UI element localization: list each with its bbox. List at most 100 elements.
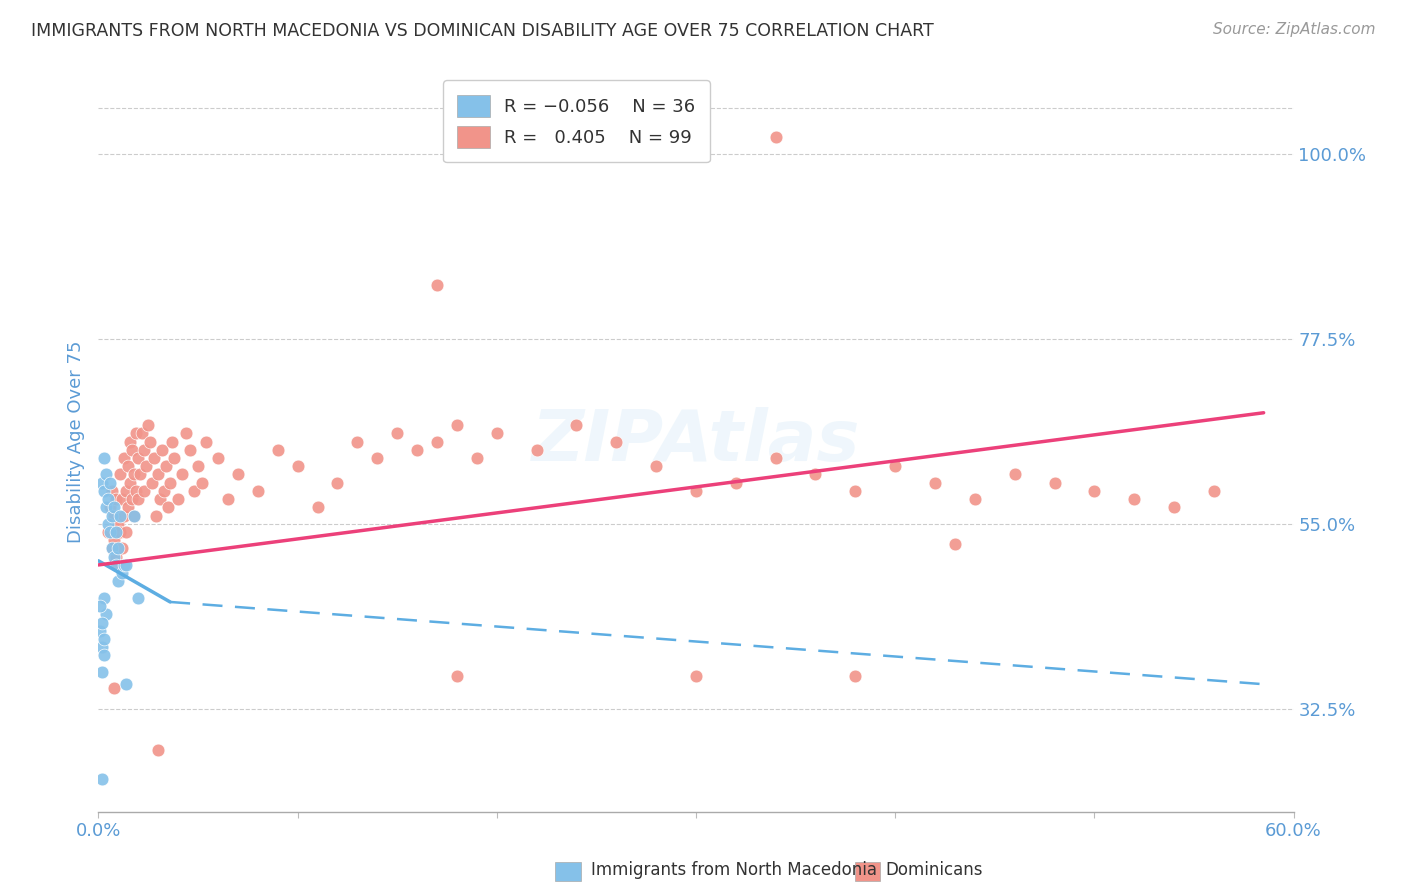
Point bbox=[101, 541, 124, 556]
Point bbox=[159, 475, 181, 490]
Point bbox=[107, 574, 129, 589]
Point bbox=[107, 558, 129, 572]
Point bbox=[139, 434, 162, 449]
Point bbox=[91, 772, 114, 786]
Point bbox=[924, 475, 946, 490]
Point bbox=[1043, 475, 1066, 490]
Point bbox=[105, 558, 128, 572]
Point bbox=[98, 500, 122, 515]
Point bbox=[1202, 483, 1225, 498]
Point bbox=[385, 426, 409, 441]
Point bbox=[125, 483, 148, 498]
Point bbox=[112, 558, 135, 572]
Point bbox=[174, 426, 197, 441]
Point bbox=[526, 442, 548, 457]
Point bbox=[346, 434, 368, 449]
Point bbox=[98, 524, 122, 539]
Point bbox=[105, 492, 128, 507]
Point bbox=[93, 648, 115, 663]
Point bbox=[103, 681, 125, 696]
Point bbox=[446, 418, 468, 433]
Point bbox=[157, 500, 180, 515]
Point bbox=[148, 743, 170, 757]
Y-axis label: Disability Age Over 75: Disability Age Over 75 bbox=[66, 340, 84, 543]
Point bbox=[150, 442, 173, 457]
Point bbox=[121, 442, 143, 457]
Point bbox=[112, 508, 135, 523]
Point bbox=[91, 665, 114, 679]
Point bbox=[207, 450, 229, 465]
Point bbox=[89, 624, 111, 638]
Point bbox=[115, 524, 138, 539]
Point bbox=[155, 459, 177, 474]
Point bbox=[111, 541, 134, 556]
Point bbox=[565, 418, 588, 433]
Point bbox=[136, 418, 159, 433]
Point bbox=[110, 508, 132, 523]
Point bbox=[101, 483, 124, 498]
Point bbox=[179, 442, 201, 457]
Point bbox=[121, 492, 143, 507]
Point bbox=[605, 434, 627, 449]
Point bbox=[131, 426, 153, 441]
Point bbox=[125, 426, 148, 441]
Point bbox=[153, 483, 176, 498]
Point bbox=[1083, 483, 1105, 498]
Point bbox=[963, 492, 986, 507]
Point bbox=[183, 483, 205, 498]
Point bbox=[103, 500, 125, 515]
Point bbox=[110, 467, 132, 482]
Point bbox=[96, 607, 118, 622]
Point bbox=[685, 483, 707, 498]
Point bbox=[485, 426, 508, 441]
Point bbox=[195, 434, 218, 449]
Point bbox=[465, 450, 488, 465]
Point bbox=[127, 492, 149, 507]
Point bbox=[91, 615, 114, 630]
Point bbox=[366, 450, 388, 465]
Point bbox=[160, 434, 183, 449]
Point bbox=[426, 434, 449, 449]
Point bbox=[93, 483, 115, 498]
Point bbox=[143, 450, 166, 465]
Point bbox=[103, 533, 125, 548]
Point bbox=[91, 475, 114, 490]
Point bbox=[105, 524, 128, 539]
Point bbox=[112, 450, 135, 465]
Point bbox=[93, 591, 115, 605]
Point bbox=[135, 459, 157, 474]
Point bbox=[124, 508, 146, 523]
Point bbox=[226, 467, 249, 482]
Point bbox=[485, 130, 508, 145]
Point bbox=[844, 483, 866, 498]
Point bbox=[246, 483, 269, 498]
Point bbox=[96, 467, 118, 482]
Point bbox=[685, 669, 707, 683]
Point bbox=[765, 450, 787, 465]
Point bbox=[111, 492, 134, 507]
Point bbox=[105, 549, 128, 564]
Point bbox=[134, 483, 156, 498]
Point bbox=[111, 566, 134, 581]
Point bbox=[187, 459, 209, 474]
Point bbox=[141, 475, 163, 490]
Point bbox=[191, 475, 214, 490]
Point bbox=[93, 632, 115, 646]
Point bbox=[217, 492, 239, 507]
Point bbox=[1163, 500, 1185, 515]
Point bbox=[134, 442, 156, 457]
Point bbox=[148, 467, 170, 482]
Point bbox=[127, 591, 149, 605]
Point bbox=[145, 508, 167, 523]
Point bbox=[287, 459, 309, 474]
Point bbox=[103, 549, 125, 564]
Point bbox=[129, 467, 152, 482]
Point bbox=[117, 459, 139, 474]
Point bbox=[107, 541, 129, 556]
Point bbox=[97, 492, 120, 507]
Point bbox=[98, 475, 122, 490]
Point bbox=[1004, 467, 1026, 482]
Text: Dominicans: Dominicans bbox=[886, 861, 983, 879]
Legend: R = −0.056    N = 36, R =   0.405    N = 99: R = −0.056 N = 36, R = 0.405 N = 99 bbox=[443, 80, 710, 162]
Text: Source: ZipAtlas.com: Source: ZipAtlas.com bbox=[1212, 22, 1375, 37]
